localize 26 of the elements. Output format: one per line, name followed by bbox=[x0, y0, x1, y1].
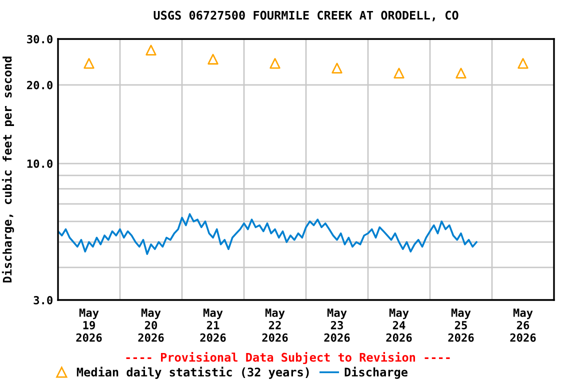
legend-label: Discharge bbox=[344, 366, 408, 379]
point bbox=[332, 62, 342, 74]
x-tick-label: May 21 2026 bbox=[200, 308, 226, 342]
x-tick-label: May 22 2026 bbox=[262, 308, 288, 342]
line-series bbox=[58, 213, 478, 255]
legend-label: Median daily statistic (32 years) bbox=[76, 366, 309, 379]
x-tick-label: May 24 2026 bbox=[386, 308, 412, 342]
point bbox=[456, 68, 466, 78]
x-tick-label: May 26 2026 bbox=[510, 308, 536, 342]
point bbox=[394, 68, 404, 78]
x-tick-label: May 20 2026 bbox=[138, 308, 164, 342]
y-tick-label: 20.0 bbox=[27, 80, 52, 90]
y-axis-title: Discharge, cubic feet per second bbox=[2, 56, 14, 282]
text: ---- Provisional Data Subject to Revision ---- bbox=[126, 352, 450, 364]
x-tick-label: May 25 2026 bbox=[448, 308, 474, 342]
point bbox=[84, 58, 94, 69]
chart-title: USGS 06727500 FOURMILE CREEK AT ORODELL, CO bbox=[154, 10, 458, 22]
y-tick-label: 10.0 bbox=[27, 160, 52, 168]
point bbox=[270, 58, 280, 69]
point bbox=[208, 54, 218, 65]
y-tick-label: 30.0 bbox=[27, 34, 52, 44]
x-tick-label: May 23 2026 bbox=[324, 308, 350, 342]
point bbox=[518, 58, 528, 69]
point bbox=[146, 44, 156, 56]
y-tick-label: 3.0 bbox=[34, 296, 52, 304]
x-tick-label: May 19 2026 bbox=[76, 308, 102, 342]
